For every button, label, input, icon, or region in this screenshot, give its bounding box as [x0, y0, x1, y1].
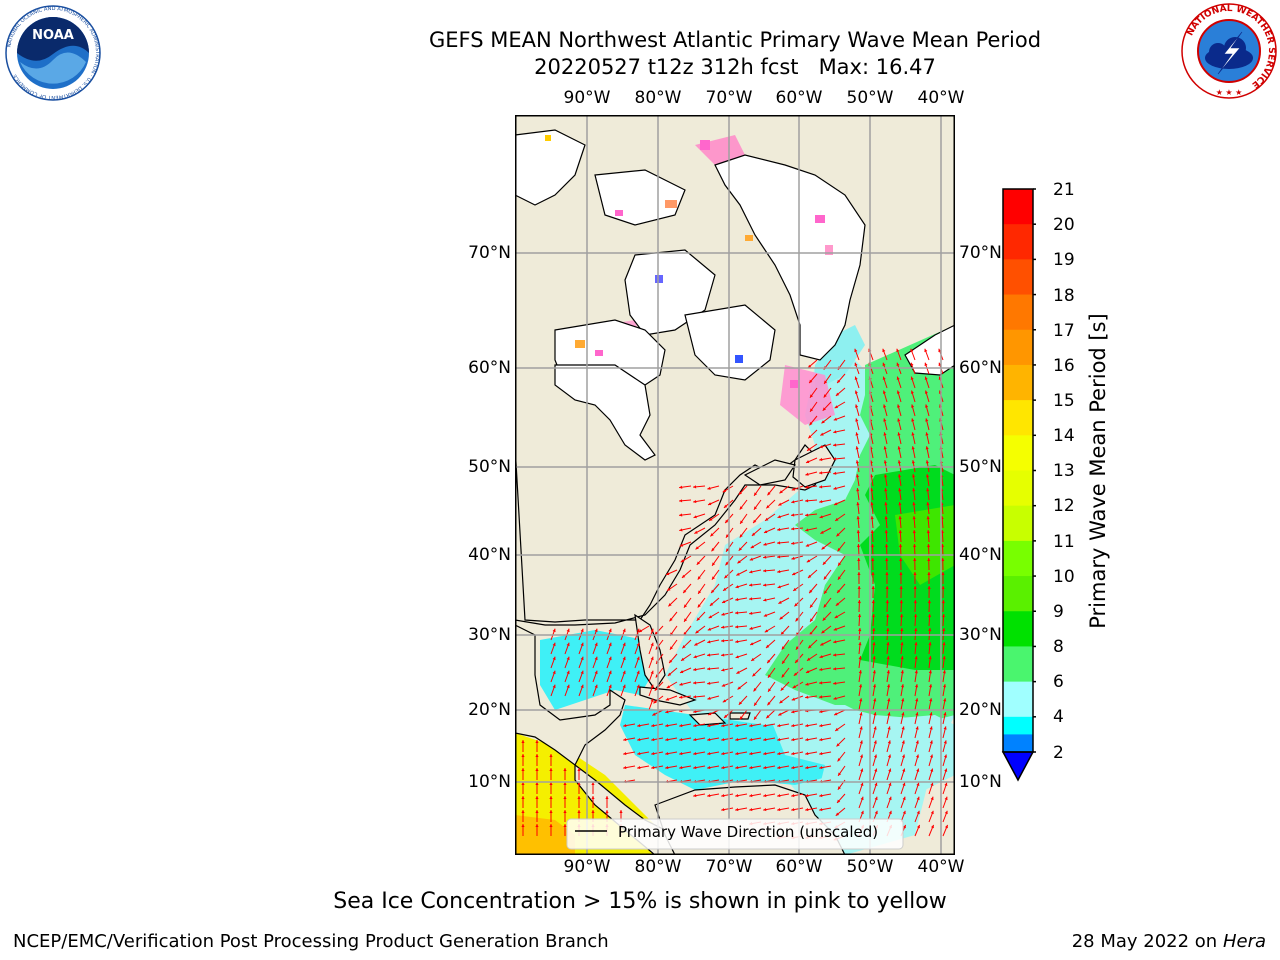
- colorbar-cell: [1003, 189, 1033, 225]
- lon-label-bottom: 80°W: [634, 857, 682, 877]
- lat-label-left: 20°N: [468, 700, 511, 720]
- map-legend: Primary Wave Direction (unscaled): [566, 818, 904, 850]
- sea-ice-note: Sea Ice Concentration > 15% is shown in …: [333, 889, 947, 914]
- colorbar-cell: [1003, 224, 1033, 260]
- sea-ice-edge: [545, 135, 833, 388]
- colorbar-cell: [1003, 540, 1033, 577]
- map-frame: [515, 115, 955, 855]
- colorbar-tick: 6: [1053, 672, 1064, 692]
- lat-label-right: 40°N: [959, 545, 1002, 565]
- colorbar-cell: [1003, 734, 1033, 752]
- colorbar-tick: 9: [1053, 602, 1064, 622]
- nws-logo: NATIONAL WEATHER SERVICE ★ ★ ★: [1181, 3, 1277, 99]
- lon-label-top: 60°W: [775, 88, 823, 108]
- lat-label-left: 10°N: [468, 772, 511, 792]
- colorbar-tick: 20: [1053, 215, 1075, 235]
- colorbar-cell: [1003, 294, 1033, 331]
- colorbar-tick: 21: [1053, 180, 1075, 200]
- colorbar-tick: 16: [1053, 356, 1075, 376]
- footer-credit: NCEP/EMC/Verification Post Processing Pr…: [13, 931, 609, 952]
- lon-label-top: 70°W: [705, 88, 753, 108]
- lon-label-bottom: 50°W: [846, 857, 894, 877]
- lon-label-top: 90°W: [563, 88, 611, 108]
- colorbar-cell: [1003, 576, 1033, 612]
- footer-date-text: 28 May 2022 on: [1071, 931, 1218, 952]
- colorbar-tick: 14: [1053, 426, 1075, 446]
- colorbar-cell: [1003, 505, 1033, 542]
- lat-label-right: 10°N: [959, 772, 1002, 792]
- wave-direction-arrows: [521, 348, 949, 841]
- lon-label-bottom: 40°W: [917, 857, 965, 877]
- lat-label-right: 60°N: [959, 358, 1002, 378]
- colorbar-extend-arrow: [1003, 752, 1033, 780]
- colorbar-tick: 2: [1053, 743, 1064, 763]
- lon-label-top: 40°W: [917, 88, 965, 108]
- lat-label-right: 50°N: [959, 457, 1002, 477]
- lon-label-top: 80°W: [634, 88, 682, 108]
- colorbar-tick: 10: [1053, 567, 1075, 587]
- colorbar-cell: [1003, 259, 1033, 296]
- lat-label-left: 40°N: [468, 545, 511, 565]
- colorbar: [1001, 188, 1036, 782]
- colorbar-cell: [1003, 681, 1033, 718]
- chart-title: GEFS MEAN Northwest Atlantic Primary Wav…: [428, 28, 1042, 52]
- wave-period-map: Primary Wave Direction (unscaled): [515, 115, 955, 855]
- lat-label-left: 60°N: [468, 358, 511, 378]
- lat-label-left: 50°N: [468, 457, 511, 477]
- lat-label-right: 30°N: [959, 625, 1002, 645]
- lon-label-bottom: 60°W: [775, 857, 823, 877]
- lon-label-top: 50°W: [846, 88, 894, 108]
- colorbar-tick: 19: [1053, 250, 1075, 270]
- colorbar-cell: [1003, 364, 1033, 401]
- lat-label-right: 20°N: [959, 700, 1002, 720]
- legend-label: Primary Wave Direction (unscaled): [618, 823, 878, 841]
- colorbar-tick: 11: [1053, 532, 1075, 552]
- colorbar-cell: [1003, 400, 1033, 436]
- graticule: [515, 115, 954, 854]
- noaa-logo: NOAA NATIONAL OCEANIC AND ATMOSPHERIC AD…: [5, 5, 101, 101]
- colorbar-cell: [1003, 611, 1033, 647]
- colorbar-tick: 18: [1053, 286, 1075, 306]
- chart-subtitle: 20220527 t12z 312h fcst Max: 16.47: [534, 55, 936, 79]
- lat-label-right: 70°N: [959, 243, 1002, 263]
- colorbar-tick: 13: [1053, 461, 1075, 481]
- colorbar-tick: 15: [1053, 391, 1075, 411]
- footer-date: 28 May 2022 on Hera: [1072, 931, 1266, 952]
- coastlines: [515, 129, 954, 854]
- svg-text:NOAA: NOAA: [32, 28, 74, 43]
- lat-label-left: 70°N: [468, 243, 511, 263]
- colorbar-cell: [1003, 646, 1033, 683]
- colorbar-cell: [1003, 470, 1033, 507]
- colorbar-tick: 12: [1053, 496, 1075, 516]
- colorbar-cell: [1003, 329, 1033, 366]
- lon-label-bottom: 70°W: [705, 857, 753, 877]
- colorbar-label: Primary Wave Mean Period [s]: [1086, 313, 1110, 629]
- svg-text:★ ★ ★: ★ ★ ★: [1216, 88, 1243, 97]
- colorbar-tick: 8: [1053, 637, 1064, 657]
- colorbar-tick: 4: [1053, 707, 1064, 727]
- footer-machine: Hera: [1222, 931, 1266, 952]
- colorbar-tick: 17: [1053, 321, 1075, 341]
- lat-label-left: 30°N: [468, 625, 511, 645]
- lon-label-bottom: 90°W: [563, 857, 611, 877]
- colorbar-cell: [1003, 435, 1033, 471]
